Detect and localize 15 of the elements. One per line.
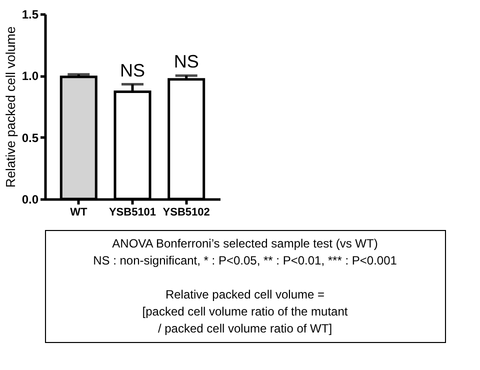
x-tick-label: YSB5101 — [108, 206, 156, 218]
text: Relative packed cell volume = — [165, 287, 325, 302]
annotation: NS — [120, 60, 146, 80]
text: NS : non-significant, * : P<0.05, ** : P<0.01, *** : P<0.001 — [93, 254, 398, 268]
y-tick-label: 1.0 — [22, 69, 39, 84]
text: [packed cell volume ratio of the mutant — [142, 304, 348, 318]
text: ANOVA Bonferroni’s selected sample test (vs WT) — [112, 236, 378, 251]
y-axis-title: Relative packed cell volume — [2, 26, 18, 188]
x-tick-label: YSB5102 — [162, 206, 210, 218]
y-tick-label: 0.5 — [22, 130, 39, 145]
y-tick-label: 0.0 — [22, 192, 39, 206]
x-tick-label: WT — [70, 206, 88, 218]
y-tick-label: 1.5 — [22, 8, 39, 22]
annotation: NS — [174, 52, 199, 72]
text: / packed cell volume ratio of WT] — [158, 321, 332, 336]
